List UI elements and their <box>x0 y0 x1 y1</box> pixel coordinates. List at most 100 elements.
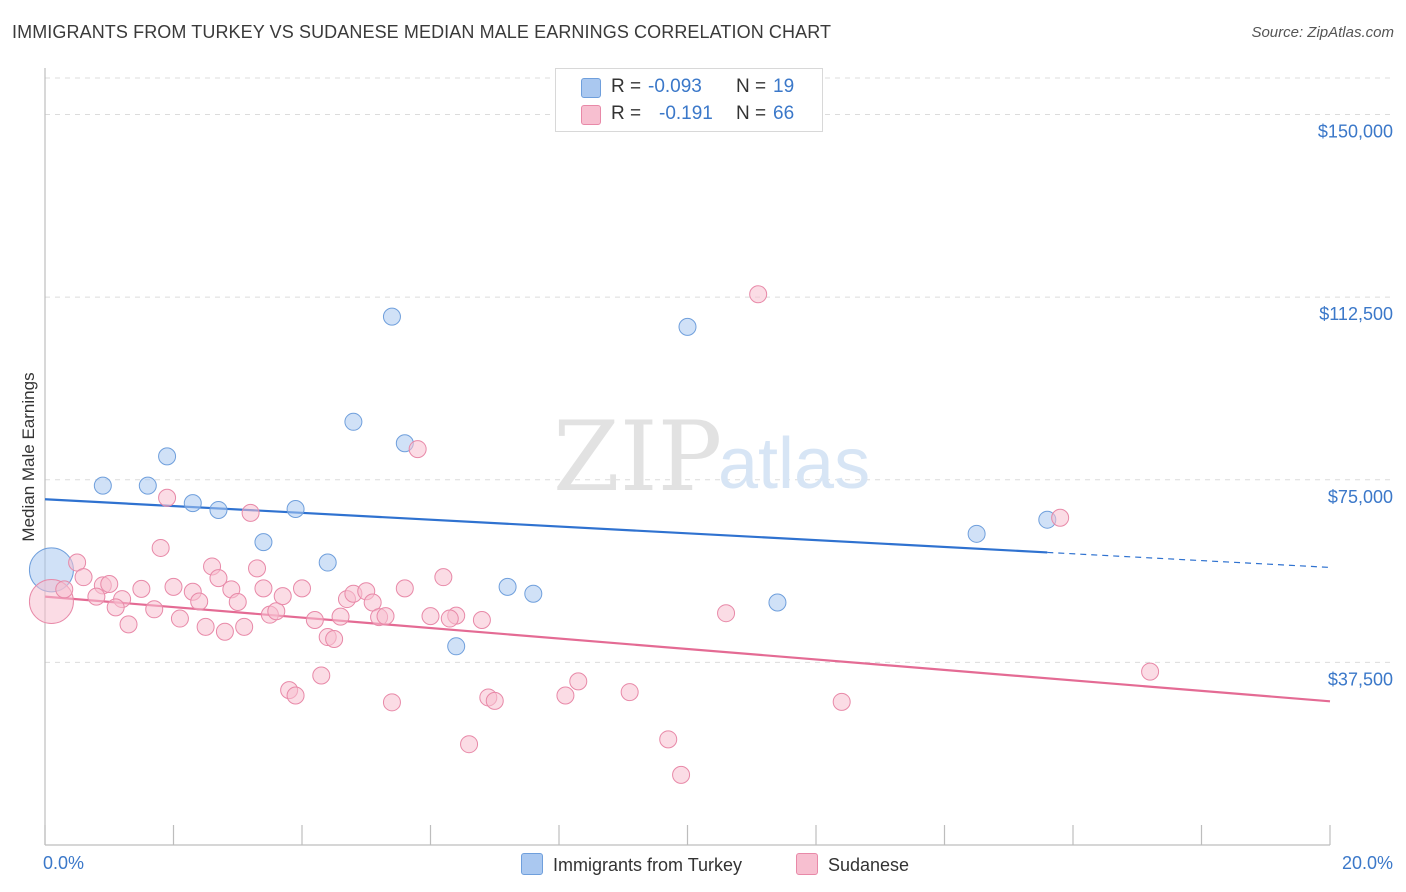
sudanese-point <box>235 617 254 636</box>
sudanese-point <box>421 607 440 626</box>
bottom-legend-sudanese: Sudanese <box>796 853 909 876</box>
x-tick-label: 0.0% <box>43 853 84 873</box>
sudanese-point <box>472 611 491 630</box>
sudanese-point <box>556 686 575 705</box>
sudanese-point <box>376 607 395 626</box>
sudanese-point <box>151 538 170 557</box>
y-tick-label: $112,500 <box>1319 304 1393 324</box>
turkey-point <box>138 476 157 495</box>
turkey-point <box>318 553 337 572</box>
legend-n-label: N = <box>736 103 767 124</box>
correlation-legend: R = -0.093 N = 19 R = -0.191 N = 66 <box>555 68 823 132</box>
source-label: Source: ZipAtlas.com <box>1251 24 1394 41</box>
sudanese-point <box>717 604 736 623</box>
sudanese-point <box>408 440 427 459</box>
legend-row-sudanese: R = -0.191 N = 66 <box>556 101 822 129</box>
sudanese-point <box>145 600 164 619</box>
sudanese-point <box>569 672 588 691</box>
sudanese-point <box>749 285 768 304</box>
y-axis-label: Median Male Earnings <box>19 372 38 541</box>
legend-n-value: 19 <box>773 76 795 97</box>
turkey-point <box>768 593 787 612</box>
turkey-point <box>967 524 986 543</box>
sudanese-point <box>190 592 209 611</box>
turkey-point <box>254 533 273 552</box>
sudanese-point <box>209 569 228 588</box>
sudanese-point <box>164 577 183 596</box>
sudanese-point <box>248 559 267 578</box>
sudanese-trend-line <box>44 595 1331 703</box>
sudanese-point <box>228 592 247 611</box>
sudanese-point <box>267 602 286 621</box>
sudanese-point <box>87 587 106 606</box>
y-tick-label: $150,000 <box>1318 122 1393 142</box>
sudanese-point <box>485 691 504 710</box>
turkey-point <box>678 317 697 336</box>
bottom-legend-swatch-sudanese <box>796 853 818 875</box>
sudanese-point <box>460 735 479 754</box>
grid-layer <box>45 77 1395 663</box>
sudanese-point <box>241 503 260 522</box>
sudanese-point <box>659 730 678 749</box>
watermark-atlas: atlas <box>718 424 870 504</box>
sudanese-point <box>305 611 324 630</box>
sudanese-point <box>158 488 177 507</box>
legend-r-value: -0.093 <box>648 76 702 97</box>
chart-title: IMMIGRANTS FROM TURKEY VS SUDANESE MEDIA… <box>12 22 832 42</box>
legend-r-label: R = <box>611 103 642 124</box>
watermark-zip: ZIP <box>553 401 722 513</box>
turkey-point <box>498 577 517 596</box>
sudanese-point <box>100 574 119 593</box>
x-tick-label: 20.0% <box>1342 853 1393 873</box>
turkey-point <box>183 494 202 513</box>
sudanese-point <box>832 692 851 711</box>
y-tick-label: $75,000 <box>1328 487 1393 507</box>
turkey-trend-extension <box>1047 551 1331 569</box>
legend-swatch-turkey <box>581 78 601 98</box>
sudanese-point <box>1141 662 1160 681</box>
sudanese-point <box>106 598 125 617</box>
sudanese-point <box>215 622 234 641</box>
sudanese-point <box>55 580 74 599</box>
sudanese-point <box>74 568 93 587</box>
bottom-legend-swatch-turkey <box>521 853 543 875</box>
legend-r-label: R = <box>611 76 642 97</box>
sudanese-point <box>254 579 273 598</box>
turkey-point <box>286 499 305 518</box>
sudanese-point <box>382 693 401 712</box>
sudanese-point <box>331 607 350 626</box>
turkey-point <box>209 500 228 519</box>
sudanese-point <box>395 579 414 598</box>
turkey-point <box>93 476 112 495</box>
bottom-legend-label-sudanese: Sudanese <box>828 855 910 875</box>
sudanese-point <box>1051 508 1070 527</box>
legend-row-turkey: R = -0.093 N = 19 <box>556 74 822 102</box>
sudanese-point <box>672 765 691 784</box>
sudanese-point <box>293 579 311 598</box>
sudanese-point <box>196 617 215 636</box>
axis-layer: $37,500 $75,000 $112,500 $150,000 0.0% 20.0% <box>43 68 1393 873</box>
sudanese-point <box>620 683 639 702</box>
legend-n-value: 66 <box>773 103 795 124</box>
sudanese-point <box>325 630 344 649</box>
legend-swatch-sudanese <box>581 105 601 125</box>
turkey-point <box>158 447 177 466</box>
sudanese-point <box>440 609 459 628</box>
turkey-point <box>344 412 363 431</box>
turkey-point <box>524 584 543 603</box>
bottom-legend-label-turkey: Immigrants from Turkey <box>553 855 743 875</box>
legend-r-value: -0.191 <box>659 103 713 124</box>
sudanese-point <box>170 609 189 628</box>
sudanese-point <box>119 615 138 634</box>
sudanese-point <box>132 579 151 598</box>
sudanese-point <box>273 587 292 606</box>
sudanese-point <box>312 666 331 685</box>
y-tick-label: $37,500 <box>1328 669 1393 689</box>
bottom-legend-turkey: Immigrants from Turkey <box>521 853 742 876</box>
sudanese-point <box>434 568 453 587</box>
points-layer <box>28 285 1160 784</box>
legend-n-label: N = <box>736 76 767 97</box>
turkey-point <box>447 637 466 656</box>
turkey-point <box>382 307 401 326</box>
